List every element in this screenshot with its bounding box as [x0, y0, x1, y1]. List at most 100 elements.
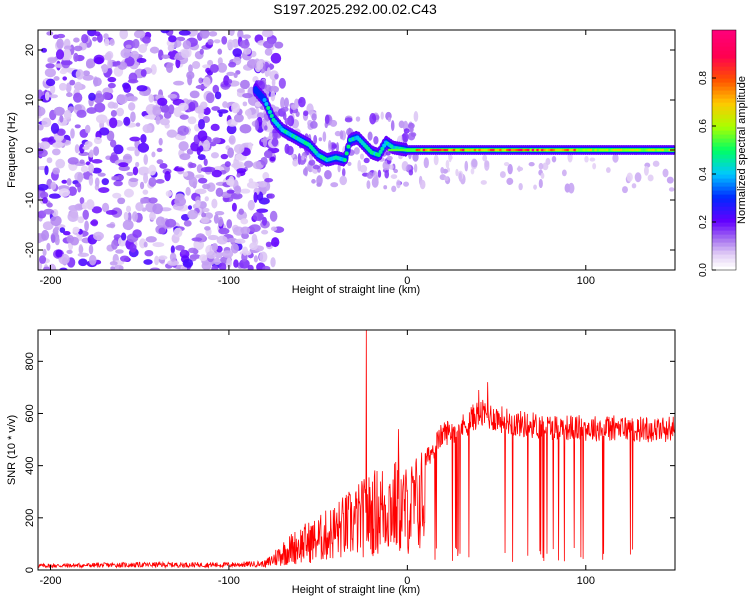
- colorbar-segment: [712, 258, 736, 263]
- spectrogram-cell: [262, 265, 271, 270]
- spectrogram-cell: [201, 212, 207, 218]
- spectrogram-cell: [127, 212, 132, 223]
- spectrogram-cell: [130, 50, 139, 59]
- spectrogram-cell: [143, 259, 153, 265]
- spectrogram-cell: [54, 236, 60, 246]
- spectrogram-cell: [187, 74, 193, 86]
- spectrogram-cell: [94, 57, 104, 65]
- spectrogram-cell: [113, 264, 124, 270]
- colorbar-segment: [712, 142, 736, 147]
- spectrogram-cell: [117, 197, 126, 205]
- spectrogram-cell: [152, 106, 162, 117]
- colorbar-tick-label: 0.0: [698, 263, 709, 277]
- spectrogram-cell: [322, 131, 327, 142]
- spectrogram-cell: [159, 118, 170, 126]
- spectrogram-cell: [631, 183, 637, 189]
- spectrogram-cell: [186, 148, 194, 155]
- spectrogram-cell: [173, 80, 185, 86]
- spectrogram-cell: [129, 243, 137, 253]
- spectrogram-cell: [38, 147, 44, 155]
- spectrogram-cell: [92, 77, 102, 87]
- spectrogram-cell: [652, 160, 660, 167]
- spectrogram-cell: [77, 252, 90, 257]
- spectrogram-cell: [66, 92, 73, 98]
- spectrogram-cell: [306, 103, 314, 115]
- spectrogram-cell: [222, 101, 228, 109]
- spectrogram-cell: [136, 85, 148, 92]
- spectrogram-cell: [66, 235, 75, 244]
- spectrogram-cell: [353, 147, 360, 155]
- spectrogram-cell: [373, 135, 379, 145]
- spectrogram-cell: [140, 69, 147, 77]
- spectrogram-cell: [259, 251, 268, 263]
- colorbar-tick-label: 0.4: [698, 167, 709, 181]
- spectrogram-cell: [533, 184, 537, 190]
- spectrogram-cell: [301, 155, 305, 161]
- spectrogram-cell: [81, 33, 89, 44]
- spectrogram-cell: [93, 231, 104, 241]
- spectrogram-cell: [236, 168, 247, 174]
- spectrogram-cell: [304, 166, 308, 177]
- spectrogram-cell: [233, 113, 244, 123]
- spectrogram-cell: [165, 62, 173, 74]
- spectrogram-cell: [589, 157, 596, 162]
- spectrogram-cell: [339, 175, 348, 186]
- spectrogram-cell: [43, 266, 51, 270]
- spectrogram-cell: [199, 101, 208, 110]
- spectrogram-cell: [202, 76, 211, 88]
- spectrogram-cell: [78, 258, 88, 267]
- spectrogram-cell: [198, 77, 204, 84]
- spectrogram-cell: [164, 170, 171, 182]
- spectrogram-cell: [97, 172, 106, 177]
- spectrogram-cell: [158, 137, 163, 146]
- colorbar-segment: [712, 250, 736, 255]
- spectrogram-cell: [128, 72, 138, 83]
- colorbar-tick-label: 0.6: [698, 119, 709, 133]
- spectrogram-cell: [167, 259, 180, 266]
- spectrogram-cell: [270, 52, 282, 64]
- spectrogram-cell: [52, 167, 60, 175]
- spectrogram-cell: [167, 44, 175, 52]
- spectrogram-cell: [179, 153, 191, 161]
- spectrogram-cell: [91, 159, 103, 164]
- spectrogram-cell: [212, 137, 221, 144]
- spectrogram-cell: [200, 167, 212, 173]
- spectrogram-cell: [61, 179, 68, 184]
- spectrogram-cell: [104, 52, 112, 61]
- spectrogram-cell: [240, 218, 249, 225]
- spectrogram-cell: [592, 162, 597, 170]
- spectrogram-cell: [179, 114, 189, 120]
- spectrogram-cell: [79, 143, 85, 154]
- spectrogram-cell: [281, 106, 289, 112]
- spectrogram-cell: [148, 177, 157, 187]
- spectrogram-cell: [202, 139, 211, 151]
- colorbar-segment: [712, 42, 736, 47]
- spectrogram-cell: [46, 31, 54, 36]
- spectrogram-cell: [101, 178, 109, 186]
- colorbar-segment: [712, 78, 736, 83]
- spectrogram-cell: [99, 127, 110, 136]
- spectrogram-cell: [173, 227, 183, 238]
- spectrogram-cell: [84, 124, 91, 134]
- spectrogram-cell: [226, 71, 235, 77]
- colorbar-segment: [712, 122, 736, 127]
- spectrogram-cell: [105, 209, 118, 215]
- spectrogram-cell: [290, 104, 297, 110]
- spectrogram-cell: [198, 177, 208, 184]
- spectrogram-cell: [375, 174, 379, 185]
- y-tick-label: 0: [24, 567, 36, 573]
- spectrogram-cell: [236, 173, 241, 178]
- spectrogram-cell: [199, 30, 210, 39]
- spectrogram-cell: [458, 172, 463, 182]
- spectrogram-cell: [156, 147, 163, 153]
- colorbar-segment: [712, 46, 736, 51]
- spectrogram-cell: [210, 123, 220, 132]
- spectrogram-cell: [390, 174, 398, 180]
- spectrogram-cell: [126, 96, 138, 101]
- spectrogram-cell: [198, 118, 206, 130]
- spectrogram-cell: [169, 252, 177, 262]
- spectrogram-cell: [215, 187, 224, 197]
- spectrogram-cell: [107, 101, 116, 109]
- spectrogram-cell: [503, 162, 510, 167]
- spectrogram-cell: [247, 199, 255, 211]
